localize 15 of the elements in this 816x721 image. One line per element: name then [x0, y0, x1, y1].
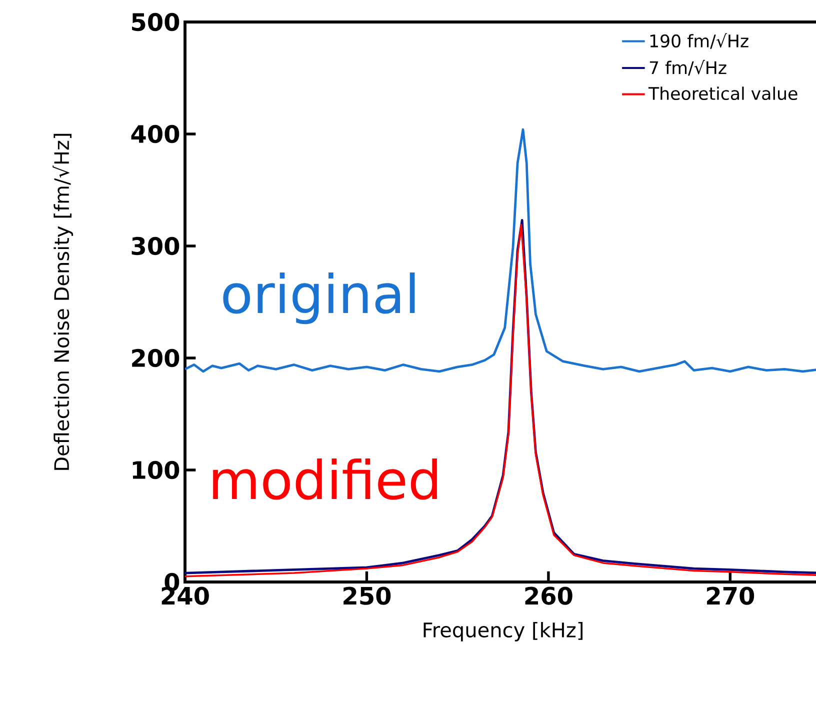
y-tick-label: 400 [131, 124, 180, 144]
y-tick-label: 500 [132, 12, 180, 32]
y-tick-label: 200 [132, 348, 180, 368]
x-axis-title: Frequency [kHz] [424, 622, 582, 642]
x-tick-label: 260 [525, 586, 572, 605]
annotation: modified [213, 458, 437, 500]
y-axis-title: Deflection Noise Density [fm/√Hz] [52, 134, 74, 470]
x-tick-label: 250 [344, 586, 391, 605]
legend-label: Theoretical value [648, 86, 798, 100]
x-tick-label: 270 [707, 586, 754, 605]
legend-label: 190 fm/√Hz [650, 33, 748, 49]
annotation: original [223, 272, 415, 324]
y-tick-label: 300 [132, 236, 180, 256]
legend-label: 7 fm/√Hz [650, 60, 726, 76]
y-tick-label: 100 [132, 460, 180, 480]
